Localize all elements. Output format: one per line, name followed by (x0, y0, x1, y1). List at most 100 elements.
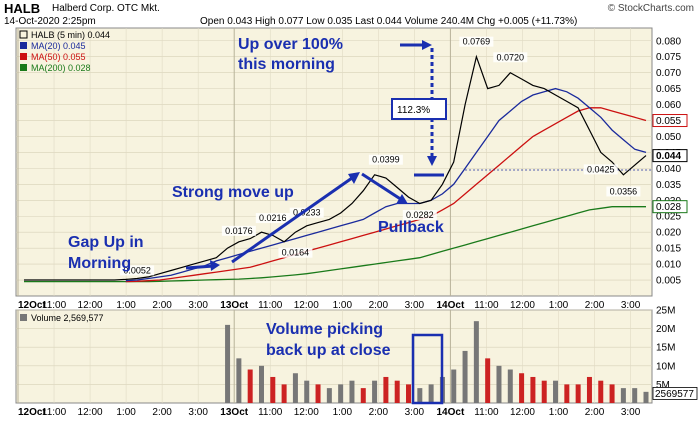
price-badge: 0.028 (656, 202, 681, 213)
volume-legend: Volume 2,569,577 (31, 313, 104, 323)
volume-ytick-label: 5M (656, 380, 670, 391)
ma50-line (125, 107, 647, 283)
volume-xtick-label: 2:00 (369, 407, 389, 418)
volume-badge: 2569577 (655, 389, 694, 400)
legend-ma50: MA(50) 0.055 (31, 52, 86, 62)
price-badge-box (652, 200, 688, 214)
data-label-bg (459, 36, 494, 47)
price-ytick-label: 0.080 (656, 36, 681, 47)
annotation-pullback: Pullback (378, 219, 444, 236)
data-label-bg (255, 213, 290, 224)
volume-bar (473, 321, 479, 403)
volume-xtick-label: 11:00 (258, 407, 283, 418)
data-label: 0.0356 (610, 186, 638, 196)
data-label: 0.0216 (259, 213, 287, 223)
volume-bar (632, 388, 638, 403)
price-badge: 0.044 (656, 151, 681, 162)
price-xtick-label: 12:00 (510, 300, 535, 311)
data-label: 0.0052 (123, 265, 151, 275)
volume-bar (485, 358, 491, 403)
data-label-bg (606, 186, 641, 197)
volume-bar (315, 384, 321, 403)
volume-bar (383, 376, 389, 403)
volume-bar (530, 376, 536, 403)
data-label: 0.0720 (497, 52, 525, 62)
volume-xtick-label: 2:00 (585, 407, 605, 418)
volume-ytick-label: 10M (656, 361, 675, 372)
volume-bar (553, 380, 559, 403)
ticker-symbol: HALB (4, 1, 41, 16)
strong-move-arrow (231, 176, 353, 264)
annotation-volume-2: back up at close (266, 342, 391, 359)
gap-up-arrowhead (210, 260, 220, 271)
annotation-gap-up: Gap Up in (68, 234, 144, 251)
price-xtick-label: 1:00 (333, 300, 353, 311)
volume-bar (507, 369, 513, 403)
price-xtick-label: 11:00 (258, 300, 283, 311)
price-ytick-label: 0.060 (656, 100, 681, 111)
volume-bar (281, 384, 287, 403)
volume-bar (564, 384, 570, 403)
volume-xtick-label: 3:00 (621, 407, 641, 418)
volume-ytick-label: 25M (656, 306, 675, 317)
price-xtick-label: 3:00 (621, 300, 641, 311)
gap-up-arrow (185, 264, 215, 270)
volume-bar (609, 384, 615, 403)
data-label: 0.0425 (587, 164, 615, 174)
volume-xtick-label: 1:00 (116, 407, 136, 418)
data-label: 0.0176 (225, 226, 253, 236)
volume-bar (338, 384, 344, 403)
legend-ma200: MA(200) 0.028 (31, 63, 91, 73)
price-xtick-label: 12:00 (78, 300, 103, 311)
price-legend-swatch (19, 30, 28, 39)
volume-bar (304, 380, 310, 403)
data-label: 0.0233 (293, 208, 321, 218)
volume-bar (451, 369, 457, 403)
data-label: 0.0399 (372, 155, 400, 165)
volume-bar (372, 380, 378, 403)
ma20-legend-swatch (20, 42, 27, 49)
volume-xtick-label: 14Oct (437, 407, 465, 418)
volume-bar (620, 388, 626, 403)
price-xtick-label: 1:00 (116, 300, 136, 311)
price-xtick-label: 14Oct (437, 300, 465, 311)
price-xtick-label: 2:00 (369, 300, 389, 311)
price-xtick-label: 11:00 (42, 300, 67, 311)
data-label: 0.0769 (463, 37, 491, 47)
price-xtick-label: 11:00 (474, 300, 499, 311)
volume-xtick-label: 3:00 (188, 407, 208, 418)
price-xtick-label: 3:00 (188, 300, 208, 311)
volume-xtick-label: 2:00 (152, 407, 172, 418)
volume-ytick-label: 20M (656, 324, 675, 335)
volume-bar (575, 384, 581, 403)
volume-bar (598, 380, 604, 403)
volume-bar (292, 373, 298, 403)
price-ytick-label: 0.040 (656, 164, 681, 175)
pullback-arrowhead (396, 194, 408, 204)
annotation-volume-1: Volume picking (266, 321, 383, 338)
volume-legend-swatch (20, 314, 27, 321)
price-xtick-label: 12:00 (294, 300, 319, 311)
volume-bar (462, 350, 468, 403)
volume-xtick-label: 12:00 (78, 407, 103, 418)
volume-bar (519, 373, 525, 403)
volume-xtick-label: 12:00 (294, 407, 319, 418)
volume-xtick-label: 3:00 (405, 407, 425, 418)
source-credit: © StockCharts.com (607, 3, 694, 14)
volume-bar (541, 380, 547, 403)
volume-bar (258, 365, 264, 403)
price-xtick-label: 3:00 (405, 300, 425, 311)
data-label-bg (289, 207, 324, 218)
pct-arrowhead (427, 156, 437, 166)
price-ytick-label: 0.005 (656, 276, 681, 287)
legend-ma20: MA(20) 0.045 (31, 41, 86, 51)
volume-xtick-label: 12:00 (510, 407, 535, 418)
volume-badge-box (652, 387, 698, 400)
volume-bar (225, 324, 231, 403)
data-label: 0.0282 (406, 210, 434, 220)
volume-bar (270, 376, 276, 403)
chart-datetime: 14-Oct-2020 2:25pm (4, 16, 96, 27)
price-ytick-label: 0.050 (656, 132, 681, 143)
price-xtick-label: 1:00 (549, 300, 569, 311)
strong-move-arrowhead (348, 172, 360, 184)
